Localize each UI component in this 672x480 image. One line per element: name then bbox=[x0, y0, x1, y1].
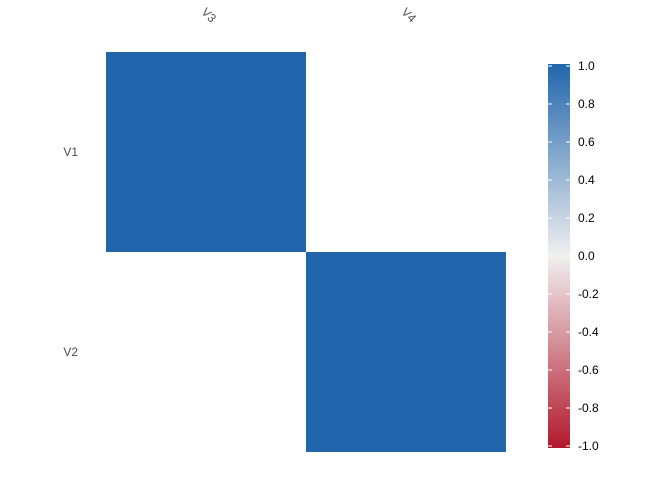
colorbar-tick-label: 0.0 bbox=[578, 249, 595, 263]
colorbar-tick-label: -0.2 bbox=[578, 287, 599, 301]
x-tick-label: V3 bbox=[199, 5, 220, 26]
colorbar-tick-label: -0.8 bbox=[578, 401, 599, 415]
heatmap-cell-V1-V3 bbox=[106, 52, 306, 252]
colorbar-tick-label: 0.2 bbox=[578, 211, 595, 225]
y-tick-label: V2 bbox=[63, 345, 78, 359]
colorbar-tick-label: -0.6 bbox=[578, 363, 599, 377]
colorbar bbox=[548, 64, 570, 448]
colorbar-tick-label: 0.6 bbox=[578, 135, 595, 149]
y-tick-label: V1 bbox=[63, 145, 78, 159]
heatmap-cell-V2-V4 bbox=[306, 252, 506, 452]
colorbar-tick-label: 1.0 bbox=[578, 59, 595, 73]
colorbar-tick-label: 0.4 bbox=[578, 173, 595, 187]
colorbar-tick-label: 0.8 bbox=[578, 97, 595, 111]
colorbar-tick-label: -1.0 bbox=[578, 439, 599, 453]
x-tick-label: V4 bbox=[399, 5, 420, 26]
colorbar-tick-label: -0.4 bbox=[578, 325, 599, 339]
